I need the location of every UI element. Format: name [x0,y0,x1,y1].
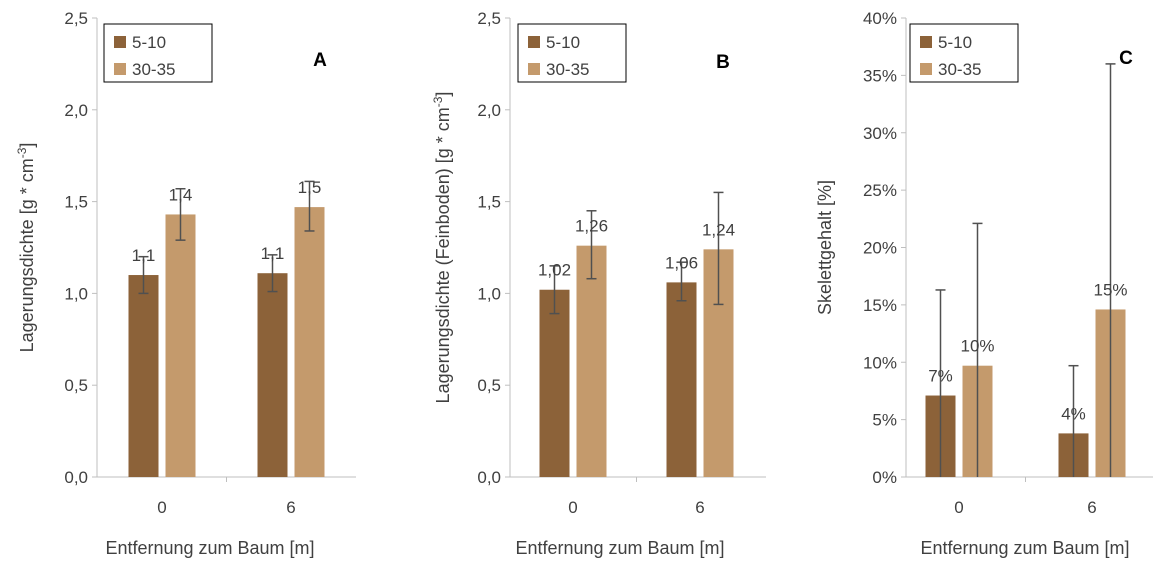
y-axis-title-main: Lagerungsdichte [g * cm [17,158,37,352]
y-tick-label: 0% [872,468,897,487]
y-axis-title: Skelettgehalt [%] [815,180,835,315]
bar-30-35-0 [576,245,607,477]
x-axis-title: Entfernung zum Baum [m] [920,538,1129,558]
y-axis-title-main: Lagerungsdichte (Feinboden) [g * cm [433,107,453,403]
y-tick-label: 15% [863,296,897,315]
y-tick-label: 1,0 [477,284,501,303]
y-tick-label: 10% [863,353,897,372]
chart-panel-b: 0,0 0,5 1,0 1,5 2,0 2,5 0 6 1,02 1,06 1,26 1,24 5-10… [431,9,766,558]
chart-panel-a: 0,0 0,5 1,0 1,5 2,0 2,5 0 6 1,1 1,1 1,4 1,5 5-10 30-3… [15,9,356,558]
data-label: 7% [928,367,953,386]
x-tick-label: 0 [568,498,577,517]
y-tick-label: 1,0 [64,284,88,303]
y-axis-title: Lagerungsdichte (Feinboden) [g * cm-3] [431,92,453,404]
y-tick-label: 2,0 [477,101,501,120]
bar-30-35-0 [165,214,196,477]
data-label: 1,26 [575,217,608,236]
legend-swatch [114,63,126,75]
x-axis-title: Entfernung zum Baum [m] [515,538,724,558]
y-tick-label: 0,0 [64,468,88,487]
legend-label: 5-10 [132,33,166,52]
x-tick-label: 6 [695,498,704,517]
panel-label: B [716,52,730,73]
legend-label: 5-10 [938,33,972,52]
bar-5-10-0 [128,275,159,477]
y-tick-label: 35% [863,66,897,85]
data-label: 1,24 [702,220,735,239]
panel-label: A [313,50,327,71]
data-label: 10% [960,337,994,356]
data-label: 15% [1093,280,1127,299]
y-tick-label: 1,5 [64,193,88,212]
chart-panel-c: 0% 5% 10% 15% 20% 25% 30% 35% 40% 0 6 7% 4% 10% 15% 5-1… [815,9,1153,558]
y-tick-label: 2,0 [64,101,88,120]
y-tick-label: 1,5 [477,193,501,212]
x-tick-label: 6 [286,498,295,517]
y-axis-title: Lagerungsdichte [g * cm-3] [15,143,37,353]
y-axis-title-main: Skelettgehalt [%] [815,180,835,315]
y-tick-label: 0,0 [477,468,501,487]
y-tick-label: 0,5 [477,376,501,395]
data-label: 1,06 [665,253,698,272]
data-label: 1,1 [132,246,156,265]
legend-swatch [920,36,932,48]
legend-label: 30-35 [132,60,175,79]
legend-swatch [528,36,540,48]
y-axis-title-sup: -3 [15,147,29,158]
y-tick-label: 2,5 [477,9,501,28]
y-tick-label: 20% [863,239,897,258]
y-tick-label: 0,5 [64,376,88,395]
bar-5-10-6 [257,273,288,477]
x-axis-title: Entfernung zum Baum [m] [105,538,314,558]
legend-swatch [920,63,932,75]
legend-label: 5-10 [546,33,580,52]
y-tick-label: 40% [863,9,897,28]
x-tick-label: 0 [954,498,963,517]
data-label: 4% [1061,404,1086,423]
data-label: 1,4 [169,185,193,204]
legend-swatch [528,63,540,75]
y-tick-label: 30% [863,124,897,143]
legend-swatch [114,36,126,48]
bar-5-10-0 [539,289,570,477]
x-tick-label: 0 [157,498,166,517]
y-axis-title-end: ] [17,143,37,148]
y-tick-label: 2,5 [64,9,88,28]
bar-5-10-6 [666,282,697,477]
x-tick-label: 6 [1087,498,1096,517]
legend-label: 30-35 [546,60,589,79]
panel-label: C [1119,48,1133,69]
y-axis-title-sup: -3 [431,96,445,107]
legend-label: 30-35 [938,60,981,79]
data-label: 1,1 [261,244,285,263]
y-tick-label: 25% [863,181,897,200]
y-tick-label: 5% [872,411,897,430]
data-label: 1,02 [538,261,571,280]
y-axis-title-end: ] [433,92,453,97]
data-label: 1,5 [298,178,322,197]
bar-30-35-6 [294,207,325,477]
